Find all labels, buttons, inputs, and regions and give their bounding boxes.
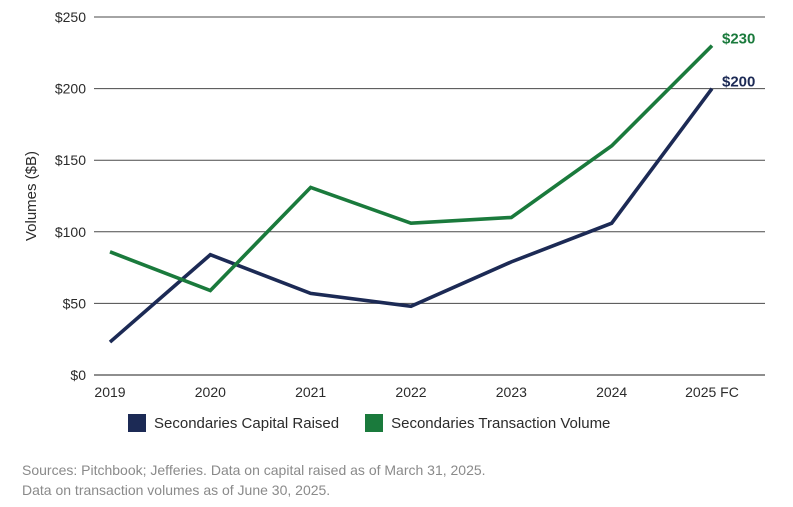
series-line-0: [108, 87, 714, 344]
x-tick-label: 2023: [496, 384, 527, 400]
legend-item-transaction-volume: Secondaries Transaction Volume: [365, 414, 610, 432]
series-line-1: [109, 44, 714, 293]
y-tick-label: $50: [63, 295, 87, 311]
source-line-2: Data on transaction volumes as of June 3…: [22, 482, 331, 498]
x-axis-ticks: 2019 2020 2021 2022 2023 2024 2025 FC: [94, 384, 738, 400]
legend-swatch-capital-raised: [128, 414, 146, 432]
y-axis-ticks: $0 $50 $100 $150 $200 $250: [55, 9, 86, 383]
y-tick-label: $150: [55, 152, 86, 168]
source-line-1: Sources: Pitchbook; Jefferies. Data on c…: [22, 462, 486, 478]
legend-swatch-transaction-volume: [365, 414, 384, 432]
legend: Secondaries Capital Raised Secondaries T…: [128, 414, 636, 432]
line-chart: $0$50$100$150$200$250 2019 2020 2021 2022 20…: [23, 9, 765, 400]
x-tick-label: 2025 FC: [685, 384, 739, 400]
end-label-1: $230: [722, 31, 755, 48]
x-tick-label: 2021: [295, 384, 326, 400]
y-tick-label: $250: [55, 9, 86, 25]
x-tick-label: 2019: [94, 384, 125, 400]
series-lines: [108, 44, 714, 344]
x-tick-label: 2020: [195, 384, 226, 400]
x-tick-label: 2024: [596, 384, 627, 400]
source-note: Sources: Pitchbook; Jefferies. Data on c…: [22, 460, 486, 500]
legend-label-capital-raised: Secondaries Capital Raised: [154, 414, 340, 432]
legend-label-transaction-volume: Secondaries Transaction Volume: [391, 414, 611, 432]
end-labels: $200 $230: [722, 31, 755, 91]
y-tick-label: $0: [70, 367, 86, 383]
gridlines: [94, 16, 765, 376]
x-tick-label: 2022: [395, 384, 426, 400]
y-axis-label: Volumes ($B): [23, 151, 40, 241]
y-tick-label: $200: [55, 81, 86, 97]
y-tick-label: $100: [55, 224, 86, 240]
end-label-0: $200: [722, 74, 755, 91]
legend-item-capital-raised: Secondaries Capital Raised: [128, 414, 339, 432]
